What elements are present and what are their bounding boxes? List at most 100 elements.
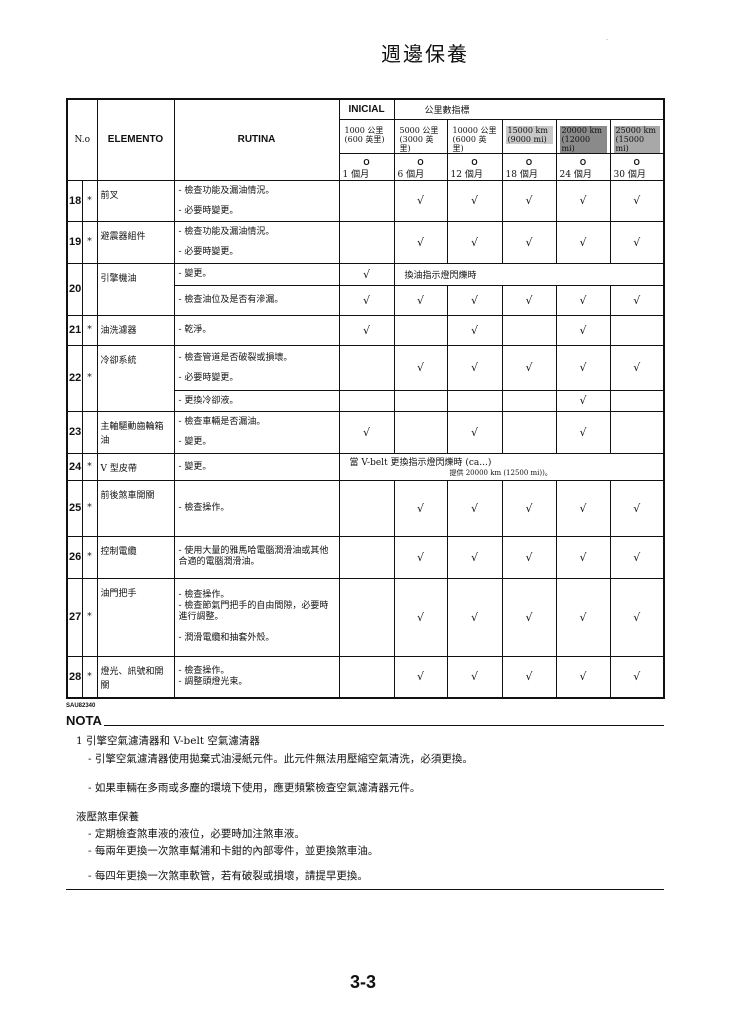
interval-km-label: 25000 km (15000 mi) — [613, 125, 661, 153]
asterisk-mark: * — [81, 577, 98, 657]
asterisk-mark: * — [81, 452, 98, 481]
check-cell: √ — [446, 655, 503, 699]
note-text: 換油指示燈閃爍時 — [404, 270, 477, 281]
check-cell: √ — [393, 655, 448, 699]
rutina-cell: - 乾淨。 — [173, 314, 340, 346]
nota-line: 液壓煞車保養 — [76, 811, 139, 823]
check-cell: √ — [393, 535, 448, 579]
interval-month-label: 18 個月 — [505, 169, 538, 180]
row-number: 22 — [66, 344, 82, 412]
elemento-cell: 引擎機油 — [96, 262, 175, 316]
interval-month-header: O 24 個月 — [555, 152, 611, 181]
header-inicial: INICIAL — [338, 98, 395, 120]
rutina-line: - 檢查節氣門把手的自由間隙，必要時進行調整。 — [178, 601, 329, 622]
rutina-line: - 乾淨。 — [178, 325, 212, 335]
interval-note: 換油指示燈閃爍時 — [393, 262, 665, 286]
check-cell — [501, 410, 557, 454]
interval-km-header: 10000 公里(6000 英里) — [446, 118, 503, 154]
check-cell — [609, 389, 665, 412]
month-mark: O — [471, 157, 478, 167]
rutina-cell: - 檢查操作。 — [173, 479, 340, 537]
month-mark: O — [417, 157, 424, 167]
note-text: 當 V-belt 更換指示燈閃爍時 (ca...) — [349, 458, 492, 468]
table-row: 22 * 冷卻系統 - 檢查管道是否破裂或損壞。 - 必要時變更。 √ √ √ √ √ — [66, 344, 665, 412]
rutina-line: - 必要時變更。 — [178, 247, 239, 257]
check-cell: √ — [609, 179, 665, 222]
check-cell: √ — [446, 314, 503, 346]
check-cell: √ — [555, 314, 611, 346]
rutina-line: - 檢查操作。 — [178, 665, 230, 676]
row-number: 25 — [66, 479, 82, 537]
elemento-cell: 主軸驅動齒輪箱油 — [96, 410, 175, 454]
check-cell: √ — [609, 479, 665, 537]
asterisk-mark: * — [81, 655, 98, 699]
check-cell — [338, 655, 395, 699]
check-cell: √ — [446, 479, 503, 537]
check-cell: √ — [609, 577, 665, 657]
elemento-cell: 油門把手 — [96, 577, 175, 657]
rutina-cell: - 檢查功能及漏油情況。 - 必要時變更。 — [173, 179, 340, 222]
rutina-cell: - 檢查功能及漏油情況。 - 必要時變更。 — [173, 220, 340, 264]
check-cell: √ — [555, 389, 611, 412]
rutina-line: - 調整頭燈光束。 — [178, 676, 248, 687]
asterisk-mark: * — [81, 344, 98, 412]
asterisk-mark: * — [81, 179, 98, 222]
check-cell: √ — [555, 410, 611, 454]
rutina-cell: - 使用大量的雅馬哈電腦潤滑油或其他合適的電腦潤滑油。 — [173, 535, 340, 579]
interval-month-label: 12 個月 — [450, 169, 483, 180]
interval-month-header: O 1 個月 — [338, 152, 395, 181]
check-cell: √ — [501, 577, 557, 657]
check-cell: √ — [555, 344, 611, 391]
header-odometer: 公里數指標 — [393, 98, 665, 120]
section-code: SAU82340 — [66, 703, 96, 709]
interval-km-label: 20000 km (12000 mi) — [559, 125, 607, 153]
divider — [104, 725, 664, 726]
check-cell: √ — [501, 220, 557, 264]
header-no: N.o — [66, 98, 98, 181]
row-number: 19 — [66, 220, 82, 264]
interval-month-label: 1 個月 — [342, 169, 370, 180]
rutina-line: - 檢查功能及漏油情況。 — [178, 185, 275, 196]
rutina-cell: - 變更。 — [173, 452, 340, 481]
row-number: 18 — [66, 179, 82, 222]
header-elemento: ELEMENTO — [96, 98, 175, 181]
interval-month-header: O 30 個月 — [609, 152, 665, 181]
check-cell: √ — [338, 314, 395, 346]
interval-month-header: O 18 個月 — [501, 152, 557, 181]
asterisk-mark: * — [81, 220, 98, 264]
check-cell — [338, 577, 395, 657]
row-number: 21 — [66, 314, 82, 346]
check-cell: √ — [501, 284, 557, 316]
month-mark: O — [633, 157, 640, 167]
divider — [66, 889, 664, 890]
asterisk-mark — [81, 410, 98, 454]
check-cell — [338, 179, 395, 222]
rutina-line: - 變更。 — [178, 269, 212, 279]
check-cell — [609, 314, 665, 346]
interval-km-header: 25000 km (15000 mi) — [609, 118, 665, 154]
elemento-cell: 前叉 — [96, 179, 175, 222]
check-cell: √ — [501, 344, 557, 391]
table-row: 26 * 控制電纜 - 使用大量的雅馬哈電腦潤滑油或其他合適的電腦潤滑油。 √ √ √ √ √ — [66, 535, 665, 579]
elemento-cell: V 型皮帶 — [96, 452, 175, 481]
rutina-line: - 檢查管道是否破裂或損壞。 — [178, 352, 293, 363]
interval-month-header: O 6 個月 — [393, 152, 448, 181]
elemento-cell: 控制電纜 — [96, 535, 175, 579]
elemento-cell: 燈光、訊號和開關 — [96, 655, 175, 699]
row-number: 23 — [66, 410, 82, 454]
check-cell: √ — [609, 220, 665, 264]
page-title: 週邊保養 — [381, 42, 469, 66]
interval-month-label: 30 個月 — [613, 169, 646, 180]
interval-km-header: 1000 公里(600 英里) — [338, 118, 395, 154]
check-cell: √ — [446, 220, 503, 264]
check-cell: √ — [338, 262, 395, 286]
check-cell: √ — [393, 220, 448, 264]
table-row: 18 * 前叉 - 檢查功能及漏油情況。 - 必要時變更。 √ √ √ √ √ — [66, 179, 665, 222]
header-rutina: RUTINA — [173, 98, 340, 181]
rutina-line: - 檢查功能及漏油情況。 — [178, 227, 275, 237]
check-cell — [338, 535, 395, 579]
elemento-cell: 避震器組件 — [96, 220, 175, 264]
page-number: 3-3 — [349, 972, 376, 992]
check-cell: √ — [609, 344, 665, 391]
nota-title: NOTA — [66, 713, 102, 728]
